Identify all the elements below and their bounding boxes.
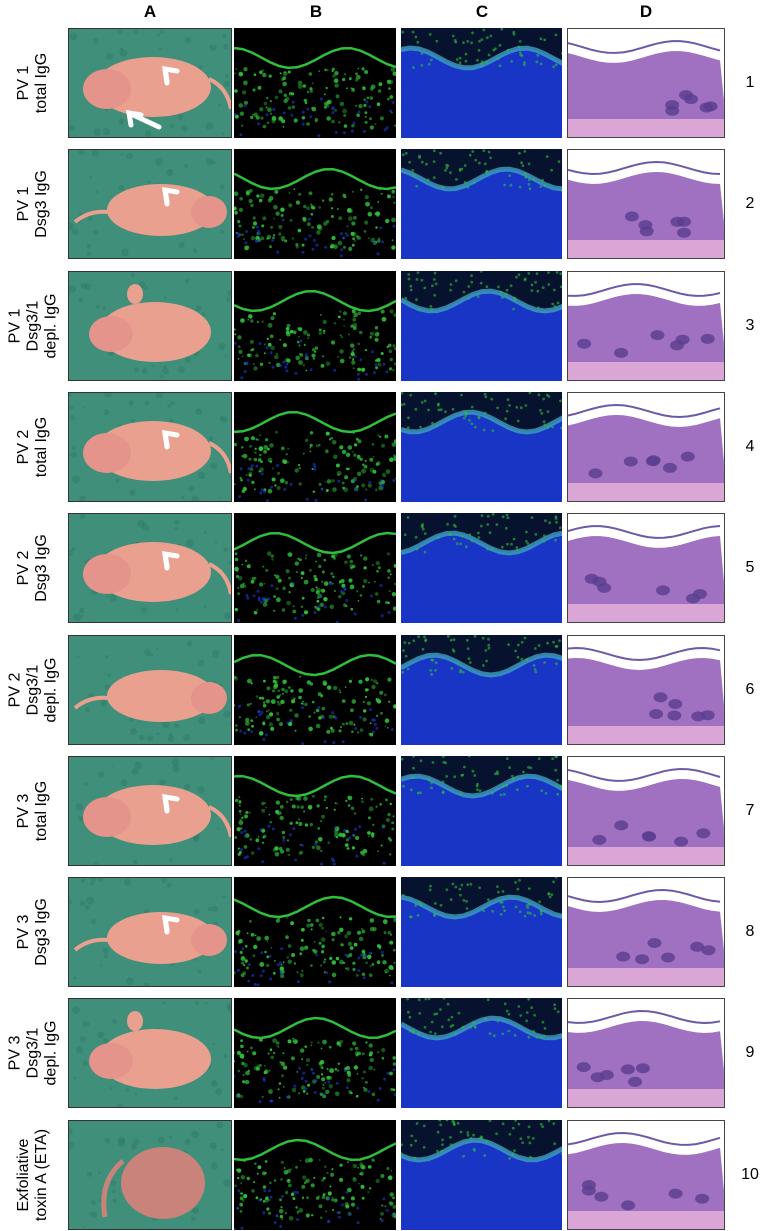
row-label-line: PV 3 xyxy=(6,1036,23,1071)
row-label-line: Dsg3/1 xyxy=(24,300,41,351)
histology-panel xyxy=(567,998,725,1109)
row-number: 4 xyxy=(745,437,755,455)
mouse-photo xyxy=(68,634,232,745)
mouse-photo xyxy=(68,270,232,381)
histology-panel xyxy=(567,634,725,745)
immunofluorescence-panel xyxy=(234,1119,396,1230)
row-label-line: Dsg3/1 xyxy=(24,1028,41,1079)
row-label-line: total IgG xyxy=(32,52,50,114)
row-label-line: PV 3 xyxy=(15,914,32,950)
figure-row: PV 1 Dsg3/1 depl. IgG 3 xyxy=(0,270,764,381)
immunofluorescence-panel xyxy=(234,149,396,260)
mouse-photo xyxy=(68,877,232,988)
row-number: 9 xyxy=(745,1044,755,1062)
histology-panel xyxy=(567,149,725,260)
histology-panel xyxy=(567,877,725,988)
row-number: 3 xyxy=(745,316,755,334)
mouse-photo xyxy=(68,755,232,866)
dapi-panel xyxy=(401,877,562,988)
row-label-line: depl. IgG xyxy=(42,657,59,722)
mouse-photo xyxy=(68,998,232,1109)
figure-row: PV 2 Dsg3 IgG 5 xyxy=(0,513,764,624)
row-label: Exfoliative toxin A (ETA) xyxy=(2,1120,64,1230)
figure-row: PV 1 total IgG 1 xyxy=(0,28,764,138)
dapi-panel xyxy=(401,1119,562,1230)
row-label: PV 1 total IgG xyxy=(2,28,64,138)
immunofluorescence-panel xyxy=(234,998,396,1109)
mouse-photo xyxy=(68,391,232,502)
row-label: PV 2 Dsg3/1 depl. IgG xyxy=(2,635,64,745)
row-label-line: PV 1 xyxy=(6,308,23,343)
column-header-c: C xyxy=(475,2,489,21)
column-header-d: D xyxy=(639,2,653,21)
dapi-panel xyxy=(401,391,562,502)
row-number: 6 xyxy=(745,680,755,698)
figure-row: Exfoliative toxin A (ETA) 10 xyxy=(0,1119,764,1230)
dapi-panel xyxy=(401,513,562,624)
row-label-line: total IgG xyxy=(32,416,50,478)
column-header-a: A xyxy=(143,2,157,21)
dapi-panel xyxy=(401,270,562,381)
row-label-line: Dsg3 IgG xyxy=(33,534,50,602)
immunofluorescence-panel xyxy=(234,391,396,502)
immunofluorescence-panel xyxy=(234,270,396,381)
row-label-line: PV 3 xyxy=(14,793,32,829)
row-number: 10 xyxy=(741,1165,759,1183)
row-label: PV 3 total IgG xyxy=(2,756,64,866)
immunofluorescence-panel xyxy=(234,877,396,988)
dapi-panel xyxy=(401,755,562,866)
row-label-line: Dsg3/1 xyxy=(24,664,41,715)
row-label-line: Exfoliative xyxy=(15,1138,32,1212)
figure-row: PV 1 Dsg3 IgG 2 xyxy=(0,149,764,260)
immunofluorescence-panel xyxy=(234,634,396,745)
row-label: PV 2 total IgG xyxy=(2,392,64,502)
row-label-line: toxin A (ETA) xyxy=(33,1128,50,1221)
row-label-line: depl. IgG xyxy=(42,293,59,359)
row-label: PV 2 Dsg3 IgG xyxy=(2,513,64,623)
figure-row: PV 3 Dsg3 IgG 8 xyxy=(0,877,764,988)
mouse-photo xyxy=(68,28,232,138)
figure-row: PV 2 total IgG 4 xyxy=(0,391,764,502)
row-number: 8 xyxy=(745,923,755,941)
mouse-photo xyxy=(68,149,232,260)
histology-panel xyxy=(567,391,725,502)
histology-panel xyxy=(567,1119,725,1230)
row-label-line: depl. IgG xyxy=(42,1020,59,1086)
dapi-panel xyxy=(401,28,562,138)
row-label-line: Dsg3 IgG xyxy=(33,170,50,239)
dapi-panel xyxy=(401,149,562,260)
row-label-line: Dsg3 IgG xyxy=(33,898,50,966)
row-label-line: PV 2 xyxy=(6,672,23,707)
immunofluorescence-panel xyxy=(234,513,396,624)
row-number: 2 xyxy=(745,195,755,213)
column-header-b: B xyxy=(309,2,323,21)
dapi-panel xyxy=(401,634,562,745)
row-number: 7 xyxy=(745,801,755,819)
row-label-line: total IgG xyxy=(32,780,50,842)
row-label-line: PV 1 xyxy=(15,186,32,222)
row-label: PV 3 Dsg3 IgG xyxy=(2,877,64,987)
histology-panel xyxy=(567,270,725,381)
figure-row: PV 3 total IgG 7 xyxy=(0,755,764,866)
row-label-line: PV 2 xyxy=(15,550,32,586)
row-label: PV 1 Dsg3/1 depl. IgG xyxy=(2,271,64,381)
row-number: 5 xyxy=(745,559,755,577)
immunofluorescence-panel xyxy=(234,755,396,866)
row-label-line: PV 2 xyxy=(14,429,32,465)
row-label: PV 1 Dsg3 IgG xyxy=(2,149,64,259)
immunofluorescence-panel xyxy=(234,28,396,138)
row-label-line: PV 1 xyxy=(14,65,32,101)
histology-panel xyxy=(567,513,725,624)
histology-panel xyxy=(567,28,725,138)
histology-panel xyxy=(567,755,725,866)
dapi-panel xyxy=(401,998,562,1109)
figure-row: PV 3 Dsg3/1 depl. IgG 9 xyxy=(0,998,764,1109)
row-number: 1 xyxy=(745,74,755,91)
mouse-photo xyxy=(68,1119,232,1230)
figure-row: PV 2 Dsg3/1 depl. IgG 6 xyxy=(0,634,764,745)
mouse-photo xyxy=(68,513,232,624)
row-label: PV 3 Dsg3/1 depl. IgG xyxy=(2,998,64,1108)
